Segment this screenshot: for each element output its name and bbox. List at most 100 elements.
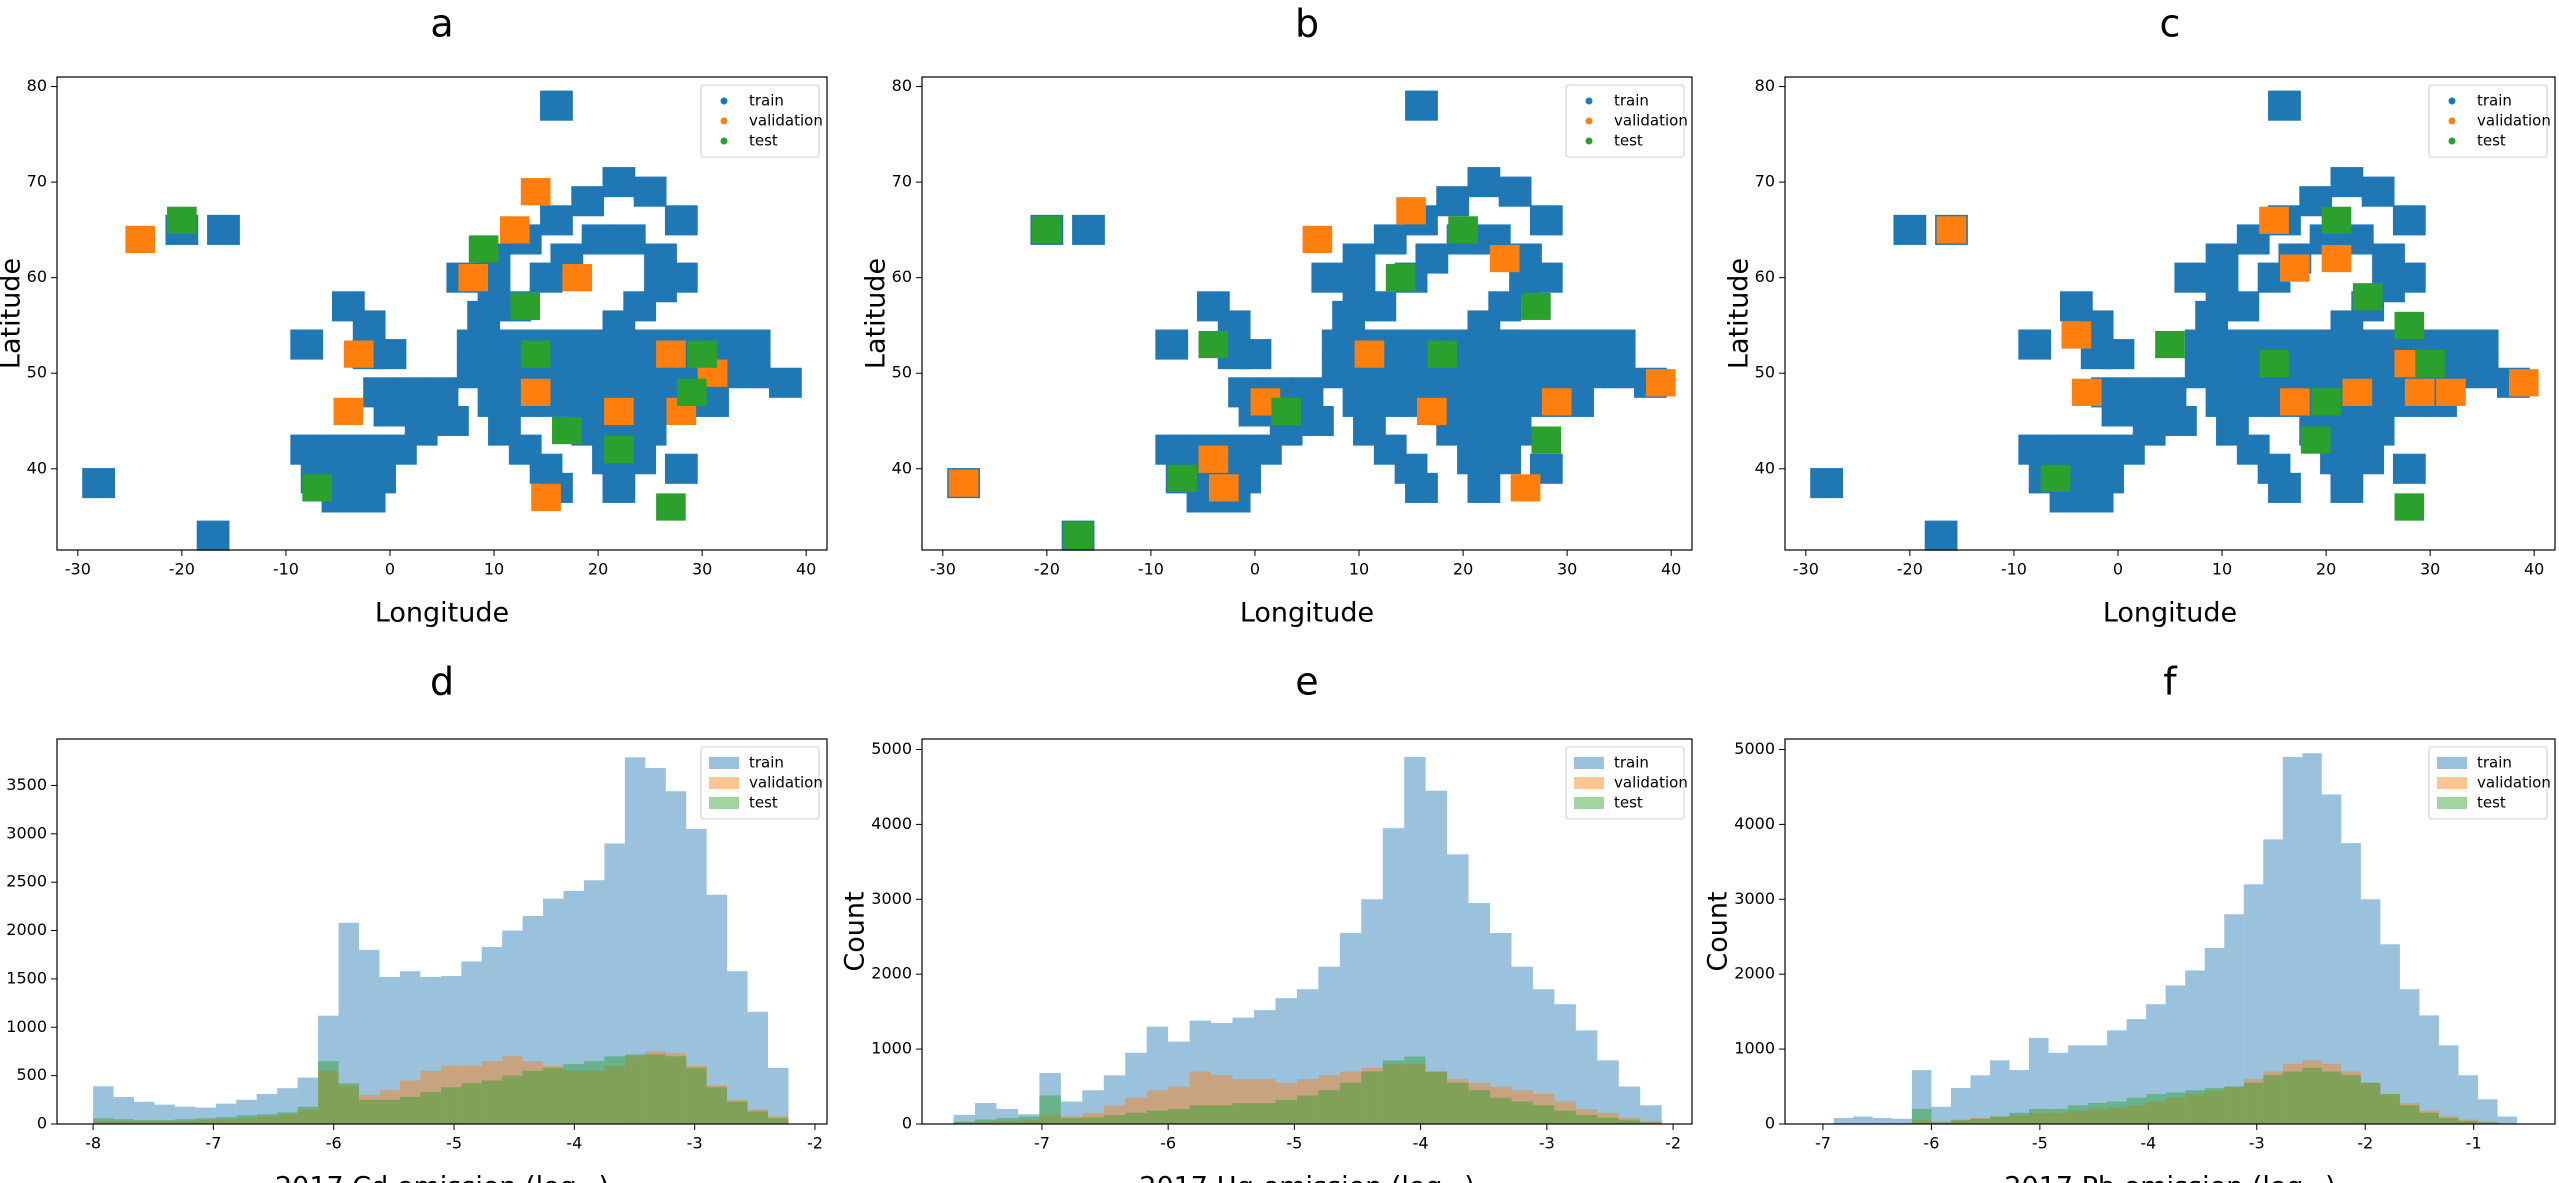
x-tick-label: -7 bbox=[1815, 1134, 1831, 1153]
bar bbox=[665, 1056, 687, 1124]
bar bbox=[2321, 794, 2342, 1124]
bar bbox=[645, 1054, 666, 1124]
bar bbox=[2399, 1105, 2420, 1124]
bar bbox=[1597, 1118, 1619, 1124]
point bbox=[2226, 291, 2260, 322]
bar bbox=[134, 1120, 155, 1124]
bar bbox=[2029, 1112, 2049, 1124]
bar bbox=[996, 1118, 1018, 1124]
bar bbox=[686, 1067, 707, 1124]
x-tick-label: 20 bbox=[588, 560, 608, 579]
bar bbox=[2243, 884, 2264, 1124]
bar bbox=[1989, 1060, 2010, 1124]
bar bbox=[1931, 1121, 1951, 1124]
bar bbox=[420, 1092, 441, 1124]
point bbox=[2071, 378, 2102, 406]
bar bbox=[277, 1114, 298, 1124]
point bbox=[768, 367, 802, 398]
x-tick-label: 10 bbox=[2212, 560, 2232, 579]
bar bbox=[1425, 1071, 1448, 1124]
y-axis-label: Count bbox=[1703, 891, 1734, 971]
y-tick-label: 4000 bbox=[1734, 814, 1775, 833]
bar bbox=[358, 949, 380, 1124]
point bbox=[2205, 386, 2239, 417]
legend-label: test bbox=[749, 794, 778, 812]
bar bbox=[727, 1101, 748, 1124]
bar bbox=[297, 1106, 319, 1124]
bar bbox=[543, 1065, 564, 1124]
bar bbox=[2126, 1105, 2147, 1124]
point bbox=[2268, 472, 2301, 503]
point bbox=[2236, 386, 2270, 417]
point bbox=[2018, 329, 2052, 360]
bar bbox=[2360, 899, 2381, 1124]
bar bbox=[1339, 1071, 1362, 1124]
bar bbox=[2165, 1092, 2186, 1124]
bar bbox=[93, 1118, 114, 1124]
bar bbox=[2380, 1094, 2400, 1124]
point bbox=[352, 434, 386, 465]
bar bbox=[1911, 1120, 1932, 1124]
bar bbox=[1060, 1101, 1083, 1124]
bar bbox=[358, 1099, 380, 1124]
bar bbox=[543, 1067, 564, 1124]
point bbox=[1893, 214, 1927, 245]
bar bbox=[1103, 1075, 1126, 1124]
x-tick-label: 20 bbox=[2316, 560, 2336, 579]
bar bbox=[1575, 1030, 1598, 1124]
bar bbox=[1296, 989, 1319, 1124]
point bbox=[2342, 378, 2373, 406]
point bbox=[2040, 464, 2071, 492]
bar bbox=[2224, 914, 2244, 1124]
bar bbox=[665, 1053, 687, 1124]
point bbox=[1321, 329, 1355, 360]
legend-label: train bbox=[749, 92, 784, 110]
point bbox=[1457, 444, 1490, 475]
bar bbox=[1618, 1120, 1641, 1124]
bar bbox=[2204, 1090, 2225, 1124]
bar bbox=[2478, 1121, 2498, 1124]
panel: d 2017 Cd emission (log₁₀) Count -8 -7 -6 -5 -4… bbox=[0, 660, 828, 1183]
bar bbox=[1168, 1086, 1190, 1124]
x-tick-label: 30 bbox=[2420, 560, 2440, 579]
bar bbox=[1970, 1118, 1990, 1124]
bar bbox=[2087, 1109, 2108, 1124]
bar bbox=[1232, 1017, 1254, 1124]
x-tick-label: -2 bbox=[807, 1134, 823, 1153]
y-tick-label: 70 bbox=[892, 172, 912, 191]
bar bbox=[502, 1056, 523, 1124]
point bbox=[1427, 340, 1458, 368]
legend-label: validation bbox=[749, 112, 823, 130]
bar bbox=[2263, 839, 2283, 1124]
bar bbox=[2419, 1015, 2439, 1124]
bar bbox=[2419, 1110, 2439, 1124]
x-tick-label: -5 bbox=[1286, 1134, 1302, 1153]
point bbox=[1498, 176, 1532, 207]
point bbox=[1541, 388, 1572, 416]
panel-title: a bbox=[430, 2, 453, 46]
bar bbox=[1382, 1064, 1405, 1124]
bar bbox=[195, 1118, 216, 1124]
panel: a Longitude Latitude -30 -20 -10 0 10 20 30 40 40 50… bbox=[0, 2, 828, 629]
bar bbox=[236, 1115, 257, 1124]
legend-marker bbox=[2448, 97, 2456, 105]
point bbox=[2465, 358, 2499, 389]
x-tick-label: 20 bbox=[1453, 560, 1473, 579]
legend-label: validation bbox=[2477, 112, 2551, 130]
bar bbox=[1168, 1109, 1190, 1124]
point bbox=[167, 206, 197, 234]
point bbox=[664, 205, 698, 236]
point bbox=[394, 377, 428, 408]
bar bbox=[1146, 1026, 1169, 1124]
point bbox=[1510, 474, 1541, 502]
x-axis-label: Longitude bbox=[2103, 598, 2237, 629]
bar bbox=[2068, 1045, 2088, 1124]
bar bbox=[1253, 1079, 1276, 1124]
bar bbox=[1103, 1105, 1126, 1124]
point bbox=[2153, 377, 2187, 408]
bar bbox=[481, 946, 503, 1124]
bar bbox=[645, 1051, 666, 1124]
point bbox=[2205, 243, 2239, 274]
x-tick-label: 40 bbox=[2524, 560, 2544, 579]
bar bbox=[113, 1119, 134, 1124]
